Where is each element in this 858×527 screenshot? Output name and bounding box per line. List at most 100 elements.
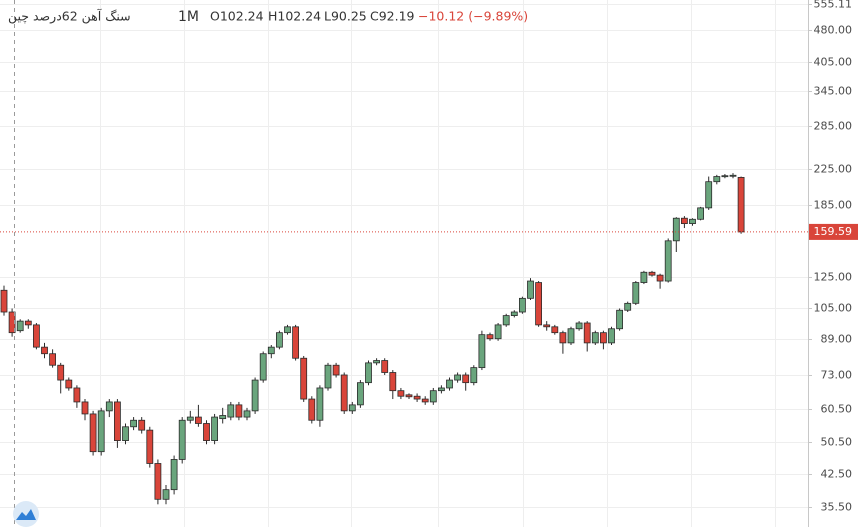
candle-body xyxy=(316,387,324,421)
candle-body xyxy=(381,360,389,373)
candle-body xyxy=(502,315,510,326)
y-tick-label: 73.00 xyxy=(821,369,853,382)
candle-body xyxy=(551,326,559,334)
candle-body xyxy=(486,334,494,340)
candle-body xyxy=(632,282,640,304)
candle-body xyxy=(122,426,129,441)
candle-body xyxy=(737,176,745,233)
candle-body xyxy=(33,324,40,348)
candle-body xyxy=(194,416,202,424)
interval: 1M xyxy=(178,9,199,25)
candle-body xyxy=(672,217,680,242)
candle-body xyxy=(259,353,267,381)
y-tick-label: 105.00 xyxy=(814,302,853,315)
candle-body xyxy=(138,419,146,431)
candle-body xyxy=(8,311,16,334)
candle-body xyxy=(656,274,664,282)
candle-body xyxy=(664,240,672,282)
candle-body xyxy=(446,379,453,389)
candle-body xyxy=(300,357,308,400)
candle-body xyxy=(462,374,470,384)
candle-body xyxy=(470,367,478,384)
candle-body xyxy=(705,181,713,209)
candle-body xyxy=(186,416,194,421)
close: C92.19 xyxy=(370,9,415,24)
candle-body xyxy=(600,332,607,344)
candle-body xyxy=(243,410,251,418)
candle-body xyxy=(275,332,283,348)
y-tick-label: 35.50 xyxy=(821,501,853,514)
candle-body xyxy=(146,429,154,464)
candle-body xyxy=(535,282,542,326)
candle-body xyxy=(267,346,275,355)
candle-body xyxy=(89,413,97,453)
candle-body xyxy=(292,326,300,359)
low: L90.25 xyxy=(324,9,367,24)
candle-body xyxy=(178,419,186,460)
candle-body xyxy=(284,326,291,334)
candle-body xyxy=(478,334,486,369)
candle-body xyxy=(519,297,526,313)
y-tick-label: 50.50 xyxy=(821,436,853,449)
candle-body xyxy=(413,395,421,400)
y-tick-label: 42.50 xyxy=(821,468,853,481)
candle-body xyxy=(170,459,178,491)
candle-body xyxy=(437,387,445,392)
candle-body xyxy=(356,382,364,406)
candle-body xyxy=(308,398,316,421)
y-tick-label: 285.00 xyxy=(814,120,853,133)
candle-body xyxy=(575,322,583,330)
logo[interactable] xyxy=(13,501,39,527)
candle-body xyxy=(73,387,81,403)
last-price-box xyxy=(809,223,858,240)
logo-bg[interactable] xyxy=(13,501,39,527)
candle-body xyxy=(527,280,534,299)
candle-body xyxy=(454,374,462,381)
y-tick-label: 125.00 xyxy=(814,271,853,284)
y-tick-label: 60.50 xyxy=(821,403,853,416)
candle-body xyxy=(697,207,704,220)
candle-body xyxy=(203,423,210,441)
y-tick-label: 480.00 xyxy=(814,24,853,37)
candle-body xyxy=(397,390,405,397)
candle-body xyxy=(389,372,397,392)
candle-body xyxy=(713,176,721,183)
candle-body xyxy=(105,401,113,412)
y-tick-label: 345.00 xyxy=(814,85,853,98)
candle-body xyxy=(24,320,32,326)
candle-body xyxy=(429,390,437,403)
open: O102.24 xyxy=(210,9,264,24)
candle-body xyxy=(81,401,89,415)
candle-body xyxy=(591,332,599,344)
candle-body xyxy=(373,360,381,364)
y-tick-label: 405.00 xyxy=(814,56,853,69)
candle-body xyxy=(365,362,372,384)
grid xyxy=(0,0,808,527)
candle-body xyxy=(348,404,356,412)
candle-body xyxy=(57,364,65,381)
candle-body xyxy=(0,289,8,313)
y-tick-label: 555.11 xyxy=(814,0,853,11)
candle-body xyxy=(543,324,551,328)
candle-body xyxy=(640,271,648,283)
last-price-label: 159.59 xyxy=(814,225,853,238)
candle-body xyxy=(559,332,567,344)
price-axis: 35.50 42.50 50.50 60.50 73.00 89.00 105.00 125.… xyxy=(808,0,858,514)
candle-body xyxy=(16,320,24,332)
logo-icon[interactable] xyxy=(16,509,36,520)
candle-body xyxy=(97,410,105,453)
candle-body xyxy=(162,489,170,500)
candle-body xyxy=(567,328,575,344)
symbol: سنگ آهن 62درصد چین xyxy=(8,9,131,25)
plot xyxy=(0,173,808,505)
candle-body xyxy=(494,324,502,340)
candle-body xyxy=(41,346,48,355)
candle-body xyxy=(729,174,737,177)
candle-body xyxy=(324,364,332,389)
candle-body xyxy=(65,379,73,389)
candle-body xyxy=(608,328,615,344)
candle-body xyxy=(130,419,138,428)
candle-body xyxy=(616,309,623,330)
